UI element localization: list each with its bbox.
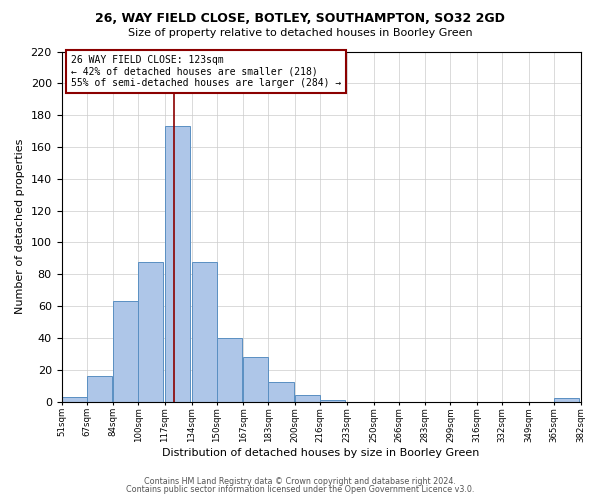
Text: Contains HM Land Registry data © Crown copyright and database right 2024.: Contains HM Land Registry data © Crown c… xyxy=(144,477,456,486)
Bar xyxy=(244,357,268,402)
Bar xyxy=(62,396,86,402)
Bar xyxy=(554,398,579,402)
Bar xyxy=(320,400,346,402)
Bar xyxy=(268,382,293,402)
Bar xyxy=(217,338,242,402)
Bar xyxy=(191,262,217,402)
Text: Size of property relative to detached houses in Boorley Green: Size of property relative to detached ho… xyxy=(128,28,472,38)
Bar xyxy=(113,302,139,402)
Bar xyxy=(165,126,190,402)
Bar xyxy=(139,262,163,402)
Y-axis label: Number of detached properties: Number of detached properties xyxy=(15,139,25,314)
Bar xyxy=(86,376,112,402)
Bar xyxy=(295,395,320,402)
Text: 26, WAY FIELD CLOSE, BOTLEY, SOUTHAMPTON, SO32 2GD: 26, WAY FIELD CLOSE, BOTLEY, SOUTHAMPTON… xyxy=(95,12,505,26)
Text: Contains public sector information licensed under the Open Government Licence v3: Contains public sector information licen… xyxy=(126,485,474,494)
X-axis label: Distribution of detached houses by size in Boorley Green: Distribution of detached houses by size … xyxy=(163,448,480,458)
Text: 26 WAY FIELD CLOSE: 123sqm
← 42% of detached houses are smaller (218)
55% of sem: 26 WAY FIELD CLOSE: 123sqm ← 42% of deta… xyxy=(71,54,341,88)
